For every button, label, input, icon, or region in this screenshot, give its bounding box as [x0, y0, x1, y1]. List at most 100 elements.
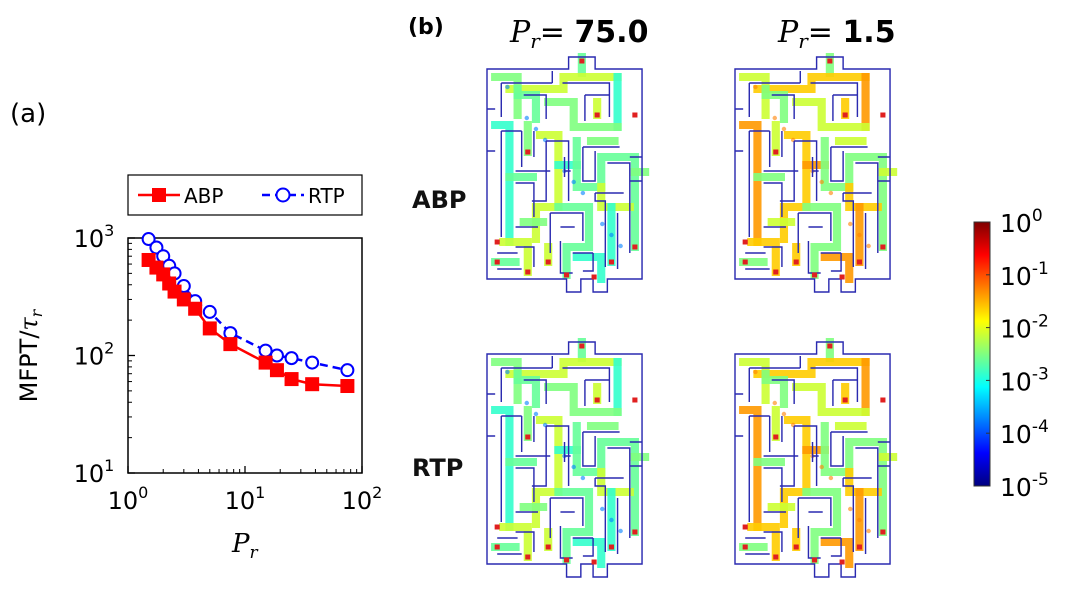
maze-wall	[582, 431, 631, 538]
density-speck	[772, 400, 778, 406]
x-ticks: 100 101 102	[108, 466, 382, 515]
data-point-abp	[223, 337, 238, 352]
corridor-density	[499, 238, 532, 276]
data-point-abp	[305, 377, 320, 392]
panel-a-label: (a)	[10, 99, 46, 129]
colorbar-tick-label: 10-5	[1000, 470, 1049, 502]
density-speck	[848, 221, 853, 227]
maze-wall	[487, 108, 643, 182]
maze-wall	[797, 497, 832, 559]
corridor-density	[739, 73, 770, 119]
colorbar-tick-label: 10-1	[1000, 259, 1049, 291]
maze-exit-marker	[608, 544, 614, 550]
density-speck	[609, 232, 614, 238]
maze-exit-marker	[525, 554, 531, 560]
maze-wall	[594, 192, 624, 269]
density-speck	[524, 115, 530, 121]
corridor-density	[747, 523, 780, 561]
density-speck	[580, 190, 586, 196]
data-point-abp	[202, 321, 217, 336]
colorbar-tick-label: 100	[1000, 206, 1043, 238]
maze-exit-marker	[827, 343, 833, 349]
maze-exit-marker	[494, 524, 500, 530]
maze-wall	[500, 415, 535, 522]
maze-abp-high	[486, 53, 650, 293]
maze-exit-marker	[839, 274, 845, 280]
colorbar-tick-label: 10-4	[1000, 417, 1049, 449]
corridor-density	[572, 253, 606, 283]
colorbar-tick-label: 10-2	[1000, 312, 1049, 344]
density-speck	[866, 528, 871, 534]
header-sym: P	[777, 15, 799, 50]
legend-abp-marker	[152, 188, 166, 202]
density-speck	[580, 475, 586, 481]
header-sub: r	[530, 29, 541, 53]
corridor-density	[572, 538, 606, 568]
corridor-density	[747, 238, 780, 276]
maze-wall	[497, 511, 538, 555]
panel-b-label: (b)	[408, 15, 444, 40]
maze-exit-marker	[773, 434, 779, 440]
maze-exit-marker	[545, 259, 551, 265]
corridor-density	[792, 383, 870, 416]
maze-wall	[830, 146, 879, 253]
density-speck	[866, 243, 871, 249]
maze-exit-marker	[742, 544, 748, 550]
corridor-density	[491, 121, 514, 246]
density-speck	[857, 232, 862, 238]
maze-wall	[779, 425, 818, 487]
maze-exit-marker	[525, 149, 531, 155]
density-speck	[857, 517, 862, 523]
maze-exit-marker	[564, 557, 570, 563]
corridor-density	[820, 253, 854, 283]
data-point-rtp	[340, 363, 355, 378]
maze-exit-marker	[632, 529, 638, 535]
maze-exit-marker	[880, 397, 886, 403]
maze-exit-marker	[494, 239, 500, 245]
corridor-density	[554, 488, 594, 564]
header-sub: r	[798, 29, 809, 53]
data-point-rtp	[269, 348, 284, 363]
maze-exit-marker	[842, 397, 848, 403]
maze-wall	[735, 393, 891, 467]
x-axis-title: Pr	[231, 529, 259, 563]
maze-wall	[563, 442, 571, 462]
header-sym: P	[509, 15, 531, 50]
corridor-density	[792, 98, 870, 131]
maze-wall	[779, 140, 818, 202]
maze-exit-marker	[842, 112, 848, 118]
data-point-abp	[258, 355, 273, 370]
legend-rtp-label: RTP	[308, 184, 345, 208]
maze-exit-marker	[856, 259, 862, 265]
maze-wall	[763, 170, 799, 217]
corridor-density	[491, 73, 522, 119]
data-point-abp	[340, 379, 355, 394]
density-speck	[609, 517, 614, 523]
maze-wall	[531, 140, 570, 202]
maze-wall	[820, 252, 842, 272]
row-label-rtp: RTP	[412, 454, 463, 482]
density-speck	[618, 243, 623, 249]
maze-exit-marker	[525, 269, 531, 275]
maze-rtp-low	[734, 338, 898, 578]
data-point-rtp	[141, 232, 156, 247]
maze-wall	[745, 511, 786, 555]
maze-wall	[811, 157, 819, 177]
maze-exit-marker	[591, 559, 597, 565]
corridor-density	[739, 406, 762, 531]
maze-exit-marker	[632, 112, 638, 118]
maze-wall	[549, 212, 584, 274]
density-speck	[533, 411, 539, 417]
density-speck	[819, 179, 824, 185]
y-tick-label: 103	[74, 221, 115, 253]
maze-exit-marker	[594, 397, 600, 403]
corridor-density	[820, 538, 854, 568]
density-speck	[505, 84, 510, 90]
density-speck	[753, 84, 758, 90]
density-speck	[828, 475, 834, 481]
maze-exit-marker	[494, 544, 500, 550]
maze-wall	[745, 226, 786, 270]
density-speck	[571, 179, 576, 185]
corridor-density	[544, 383, 622, 416]
corridor-density	[802, 203, 842, 279]
